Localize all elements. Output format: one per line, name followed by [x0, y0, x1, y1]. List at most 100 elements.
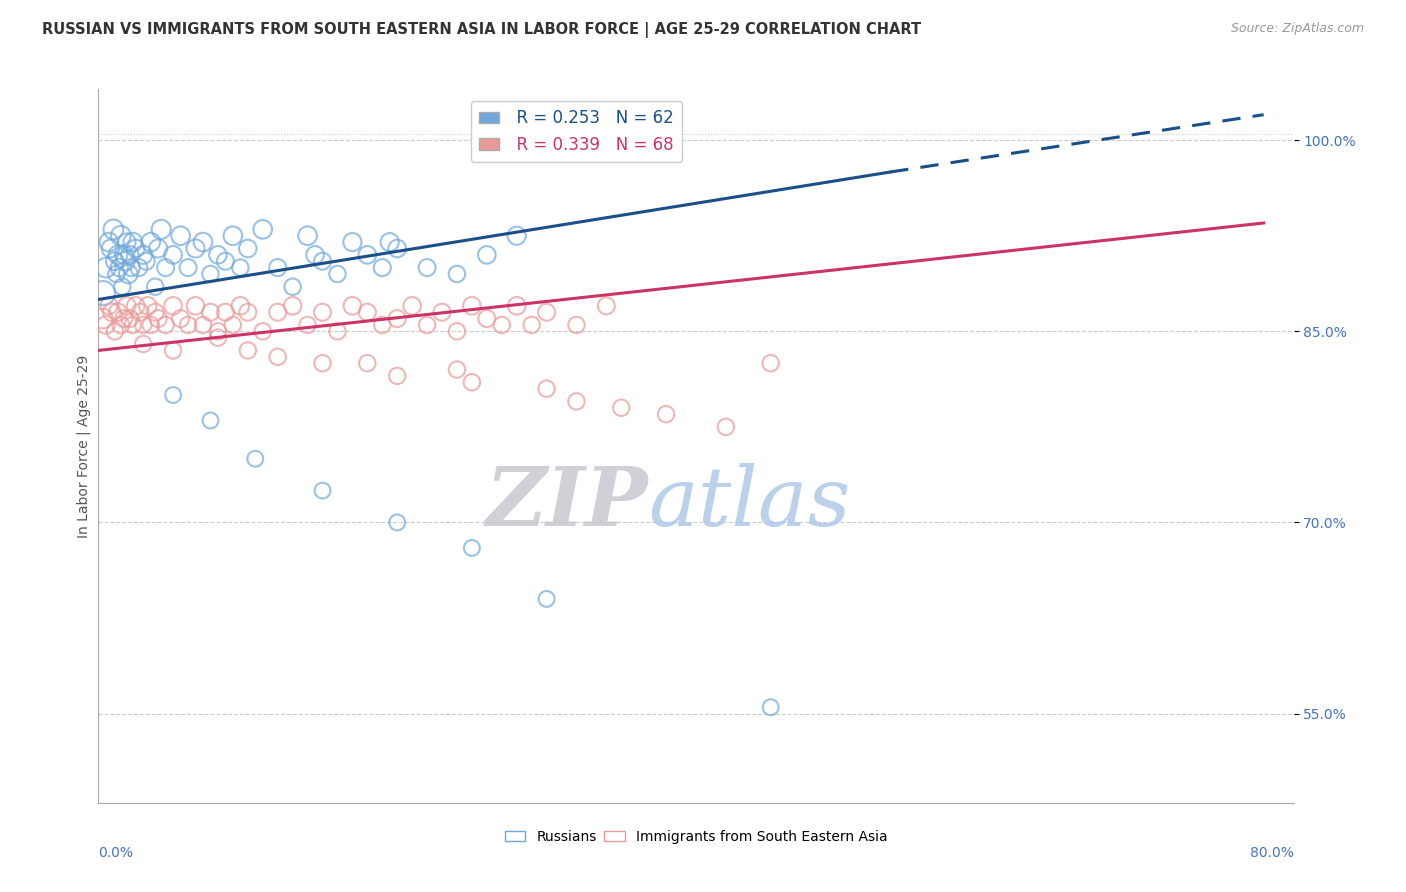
- Point: [356, 248, 378, 262]
- Point: [101, 305, 124, 319]
- Point: [91, 311, 114, 326]
- Point: [108, 260, 131, 275]
- Point: [105, 267, 128, 281]
- Point: [222, 318, 245, 332]
- Point: [252, 324, 274, 338]
- Point: [281, 279, 304, 293]
- Point: [461, 541, 484, 555]
- Point: [446, 324, 468, 338]
- Point: [103, 222, 125, 236]
- Point: [191, 318, 214, 332]
- Point: [121, 235, 143, 249]
- Point: [112, 311, 135, 326]
- Point: [118, 248, 141, 262]
- Point: [491, 318, 513, 332]
- Text: Source: ZipAtlas.com: Source: ZipAtlas.com: [1230, 22, 1364, 36]
- Text: 80.0%: 80.0%: [1250, 846, 1294, 860]
- Point: [107, 305, 129, 319]
- Point: [385, 368, 409, 383]
- Point: [139, 235, 162, 249]
- Point: [132, 318, 155, 332]
- Point: [475, 311, 498, 326]
- Point: [385, 242, 409, 256]
- Point: [416, 260, 439, 275]
- Point: [91, 286, 114, 301]
- Point: [229, 299, 252, 313]
- Point: [207, 248, 229, 262]
- Point: [184, 242, 207, 256]
- Point: [371, 318, 394, 332]
- Point: [342, 299, 364, 313]
- Point: [118, 311, 141, 326]
- Point: [267, 260, 290, 275]
- Point: [214, 305, 236, 319]
- Point: [297, 228, 319, 243]
- Point: [311, 483, 333, 498]
- Point: [129, 305, 152, 319]
- Point: [214, 254, 236, 268]
- Point: [169, 311, 191, 326]
- Point: [148, 242, 170, 256]
- Point: [136, 299, 159, 313]
- Point: [114, 254, 136, 268]
- Point: [378, 235, 401, 249]
- Text: RUSSIAN VS IMMIGRANTS FROM SOUTH EASTERN ASIA IN LABOR FORCE | AGE 25-29 CORRELA: RUSSIAN VS IMMIGRANTS FROM SOUTH EASTERN…: [42, 22, 921, 38]
- Point: [356, 305, 378, 319]
- Point: [371, 260, 394, 275]
- Point: [245, 451, 267, 466]
- Point: [401, 299, 423, 313]
- Point: [177, 318, 200, 332]
- Point: [267, 305, 290, 319]
- Point: [655, 407, 678, 421]
- Text: ZIP: ZIP: [485, 463, 648, 543]
- Point: [121, 318, 143, 332]
- Y-axis label: In Labor Force | Age 25-29: In Labor Force | Age 25-29: [77, 354, 91, 538]
- Point: [200, 305, 222, 319]
- Point: [132, 337, 155, 351]
- Point: [520, 318, 543, 332]
- Text: 0.0%: 0.0%: [98, 846, 134, 860]
- Point: [150, 222, 173, 236]
- Point: [326, 324, 349, 338]
- Point: [115, 235, 138, 249]
- Point: [97, 235, 120, 249]
- Point: [385, 311, 409, 326]
- Point: [326, 267, 349, 281]
- Point: [120, 260, 142, 275]
- Point: [162, 299, 184, 313]
- Point: [222, 228, 245, 243]
- Point: [125, 242, 148, 256]
- Point: [125, 299, 148, 313]
- Point: [536, 591, 558, 606]
- Point: [104, 254, 127, 268]
- Point: [385, 516, 409, 530]
- Point: [536, 382, 558, 396]
- Point: [565, 394, 588, 409]
- Point: [229, 260, 252, 275]
- Point: [139, 318, 162, 332]
- Point: [117, 267, 139, 281]
- Point: [94, 260, 117, 275]
- Point: [759, 356, 782, 370]
- Point: [356, 356, 378, 370]
- Point: [169, 228, 191, 243]
- Point: [311, 305, 333, 319]
- Point: [610, 401, 633, 415]
- Point: [304, 248, 326, 262]
- Point: [446, 362, 468, 376]
- Point: [200, 413, 222, 427]
- Point: [416, 318, 439, 332]
- Point: [506, 299, 529, 313]
- Point: [111, 279, 134, 293]
- Point: [207, 331, 229, 345]
- Point: [565, 318, 588, 332]
- Point: [506, 228, 529, 243]
- Point: [200, 267, 222, 281]
- Point: [94, 318, 117, 332]
- Point: [342, 235, 364, 249]
- Point: [162, 388, 184, 402]
- Point: [595, 299, 617, 313]
- Point: [714, 420, 737, 434]
- Point: [128, 260, 150, 275]
- Point: [115, 299, 138, 313]
